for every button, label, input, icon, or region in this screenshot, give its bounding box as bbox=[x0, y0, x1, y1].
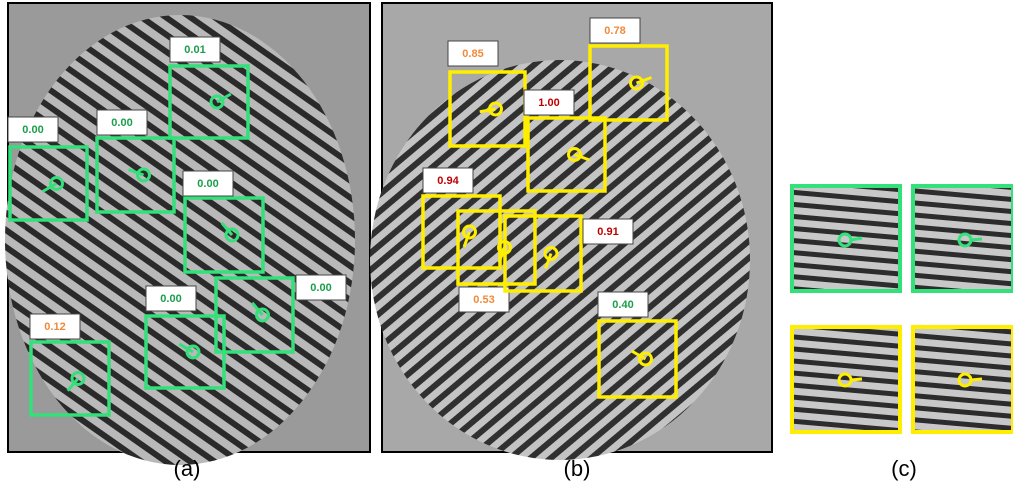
panel-a-image bbox=[5, 3, 370, 465]
score-label: 0.00 bbox=[310, 282, 331, 294]
caption: (c) bbox=[891, 456, 917, 481]
panel-b-image bbox=[370, 3, 772, 460]
score-label: 0.12 bbox=[44, 321, 65, 333]
score-label: 0.00 bbox=[160, 293, 181, 305]
score-label: 1.00 bbox=[538, 97, 559, 109]
score-label: 0.00 bbox=[197, 178, 218, 190]
score-label: 0.00 bbox=[111, 117, 132, 129]
score-label: 0.78 bbox=[604, 25, 625, 37]
score-label: 0.91 bbox=[597, 226, 618, 238]
score-label: 0.00 bbox=[22, 124, 43, 136]
score-label: 0.85 bbox=[462, 48, 483, 60]
score-label: 0.40 bbox=[612, 299, 633, 311]
caption: (a) bbox=[174, 456, 201, 481]
caption: (b) bbox=[564, 456, 591, 481]
score-label: 0.01 bbox=[184, 44, 205, 56]
figure: (a) (b) (c) 0.01 0.00 0.00 0.00 0.00 0.00 0.12… bbox=[0, 0, 1013, 489]
score-label: 0.94 bbox=[437, 175, 459, 187]
score-label: 0.53 bbox=[473, 294, 494, 306]
panel-c-patches bbox=[792, 186, 1013, 432]
